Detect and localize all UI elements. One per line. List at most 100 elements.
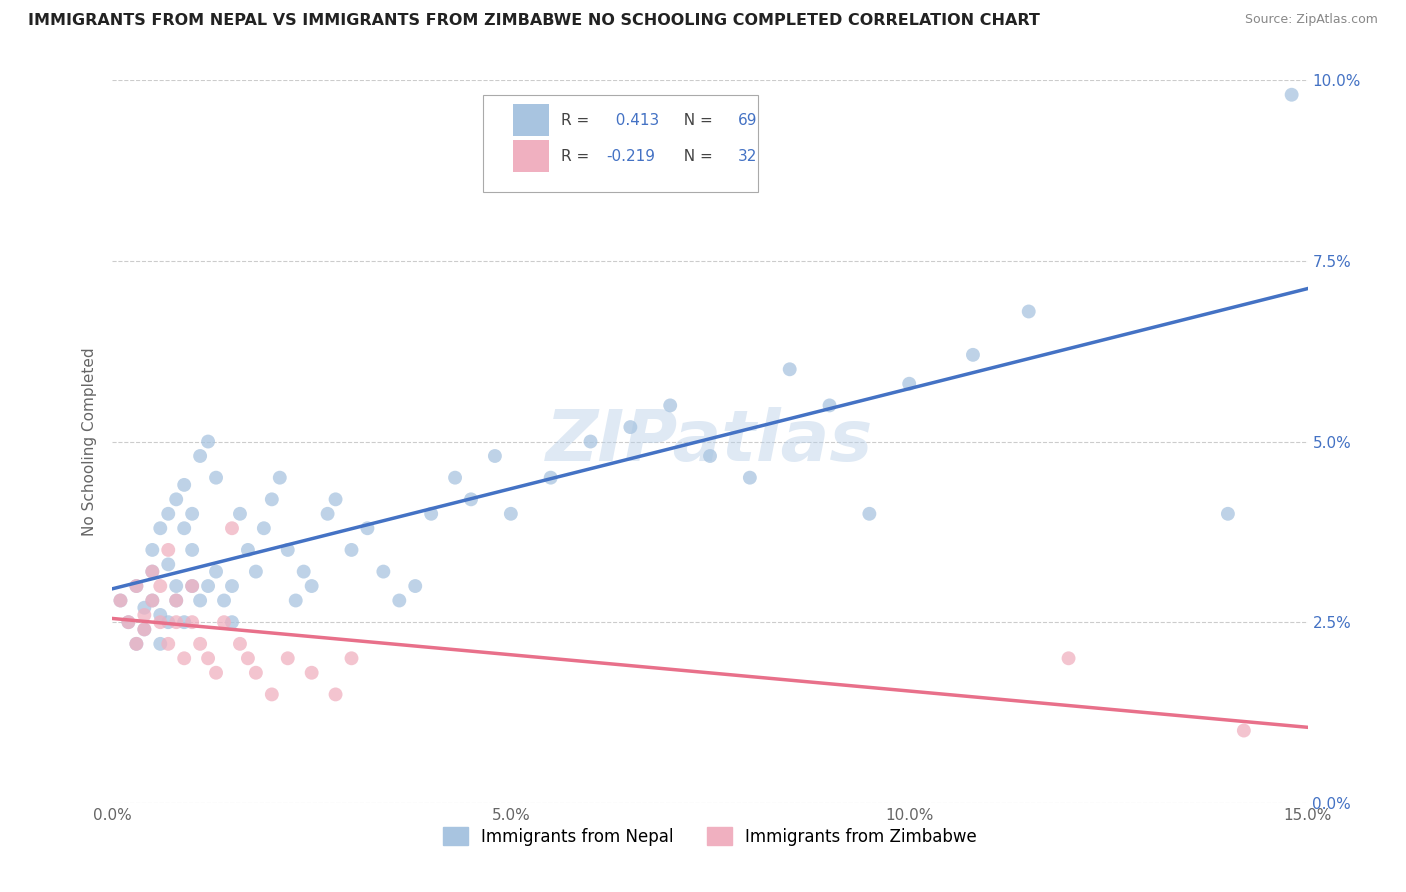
Point [212,615,235,630]
Point [157,542,180,557]
Point [134,600,156,615]
Point [157,558,180,572]
Point [141,565,163,579]
Point [221,579,243,593]
Point [141,593,163,607]
Point [301,665,323,680]
Point [165,579,187,593]
Text: 69: 69 [738,112,756,128]
Point [173,478,195,492]
Point [173,615,195,630]
FancyBboxPatch shape [513,140,548,172]
Point [205,665,228,680]
Point [962,348,984,362]
Point [125,637,148,651]
Point [110,593,132,607]
Point [460,492,482,507]
Point [229,507,252,521]
Point [117,615,139,630]
Point [181,507,204,521]
Text: R =: R = [561,149,593,163]
Point [117,615,139,630]
Point [134,623,156,637]
Point [125,579,148,593]
Point [858,507,880,521]
Point [125,579,148,593]
Text: 32: 32 [738,149,756,163]
Point [373,565,395,579]
Point [141,593,163,607]
Point [181,615,204,630]
Point [157,615,180,630]
Point [181,579,204,593]
Text: N =: N = [675,149,718,163]
Point [245,665,267,680]
Point [277,542,299,557]
Point [149,579,172,593]
FancyBboxPatch shape [484,95,758,193]
FancyBboxPatch shape [513,103,548,136]
Point [181,542,204,557]
Point [134,623,156,637]
Point [301,579,323,593]
Point [165,492,187,507]
Point [134,607,156,622]
Point [1018,304,1040,318]
Point [444,471,467,485]
Point [205,565,228,579]
Point [499,507,522,521]
Point [484,449,506,463]
Point [165,615,187,630]
Point [157,507,180,521]
Point [236,542,259,557]
Text: -0.219: -0.219 [606,149,655,163]
Y-axis label: No Schooling Completed: No Schooling Completed [82,347,97,536]
Point [898,376,921,391]
Point [1281,87,1303,102]
Point [141,565,163,579]
Point [420,507,443,521]
Point [1216,507,1239,521]
Point [1233,723,1256,738]
Point [260,492,283,507]
Point [197,434,219,449]
Text: R =: R = [561,112,593,128]
Point [404,579,426,593]
Point [699,449,721,463]
Text: N =: N = [675,112,718,128]
Point [356,521,378,535]
Point [141,542,163,557]
Point [260,687,283,701]
Point [277,651,299,665]
Point [197,651,219,665]
Point [540,471,562,485]
Point [253,521,276,535]
Point [579,434,602,449]
Point [181,579,204,593]
Point [316,507,339,521]
Point [284,593,307,607]
Point [197,579,219,593]
Point [229,637,252,651]
Point [388,593,411,607]
Point [221,615,243,630]
Point [325,687,347,701]
Text: IMMIGRANTS FROM NEPAL VS IMMIGRANTS FROM ZIMBABWE NO SCHOOLING COMPLETED CORRELA: IMMIGRANTS FROM NEPAL VS IMMIGRANTS FROM… [28,13,1040,29]
Point [738,471,761,485]
Point [110,593,132,607]
Point [269,471,291,485]
Point [149,637,172,651]
Point [1057,651,1080,665]
Point [173,521,195,535]
Point [340,542,363,557]
Point [779,362,801,376]
Point [125,637,148,651]
Point [149,615,172,630]
Point [165,593,187,607]
Point [173,651,195,665]
Point [188,637,211,651]
Point [325,492,347,507]
Text: Source: ZipAtlas.com: Source: ZipAtlas.com [1244,13,1378,27]
Text: 0.413: 0.413 [606,112,659,128]
Point [188,449,211,463]
